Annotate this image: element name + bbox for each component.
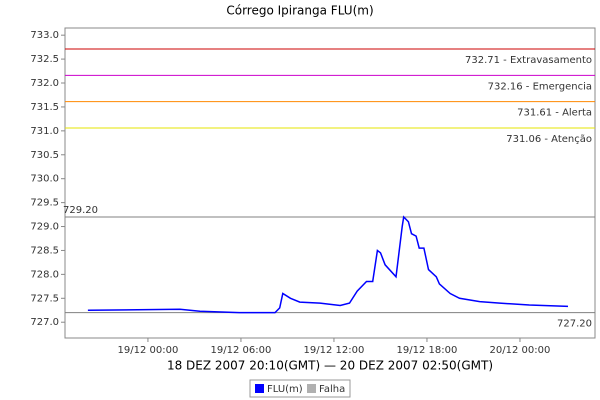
y-tick-label: 731.0 <box>30 126 59 137</box>
legend-label: Falha <box>319 384 345 395</box>
legend-box <box>249 379 351 398</box>
y-tick-label: 732.5 <box>30 54 59 65</box>
series-line <box>87 215 569 314</box>
threshold-label: 731.06 - Atenção <box>506 134 592 145</box>
y-tick-label: 729.5 <box>30 198 59 209</box>
y-tick-label: 733.0 <box>30 30 59 41</box>
threshold-label: 732.16 - Emergencia <box>488 81 592 92</box>
y-tick-label: 727.5 <box>30 293 59 304</box>
legend-swatch <box>307 384 316 393</box>
y-tick-label: 730.0 <box>30 174 59 185</box>
x-tick-label: 19/12 12:00 <box>304 345 365 356</box>
threshold-label: 732.71 - Extravasamento <box>465 55 592 66</box>
chart-title: Córrego Ipiranga FLU(m) <box>226 4 373 18</box>
threshold-label: 731.61 - Alerta <box>517 108 592 119</box>
y-tick-label: 729.0 <box>30 222 59 233</box>
plot-area <box>64 27 596 339</box>
legend-label: FLU(m) <box>267 384 303 395</box>
y-tick-label: 730.5 <box>30 150 59 161</box>
x-tick-label: 19/12 18:00 <box>397 345 458 356</box>
y-tick-label: 728.5 <box>30 245 59 256</box>
y-tick-label: 731.5 <box>30 102 59 113</box>
y-tick-label: 727.0 <box>30 317 59 328</box>
threshold-label: 727.20 <box>557 319 592 330</box>
y-tick-label: 728.0 <box>30 269 59 280</box>
x-tick-label: 19/12 06:00 <box>211 345 272 356</box>
x-tick-label: 20/12 00:00 <box>490 345 551 356</box>
threshold-label: 729.20 <box>63 205 98 216</box>
x-axis-label: 18 DEZ 2007 20:10(GMT) — 20 DEZ 2007 02:… <box>167 359 493 373</box>
x-tick-label: 19/12 00:00 <box>118 345 179 356</box>
legend-swatch <box>255 384 264 393</box>
y-tick-label: 732.0 <box>30 78 59 89</box>
